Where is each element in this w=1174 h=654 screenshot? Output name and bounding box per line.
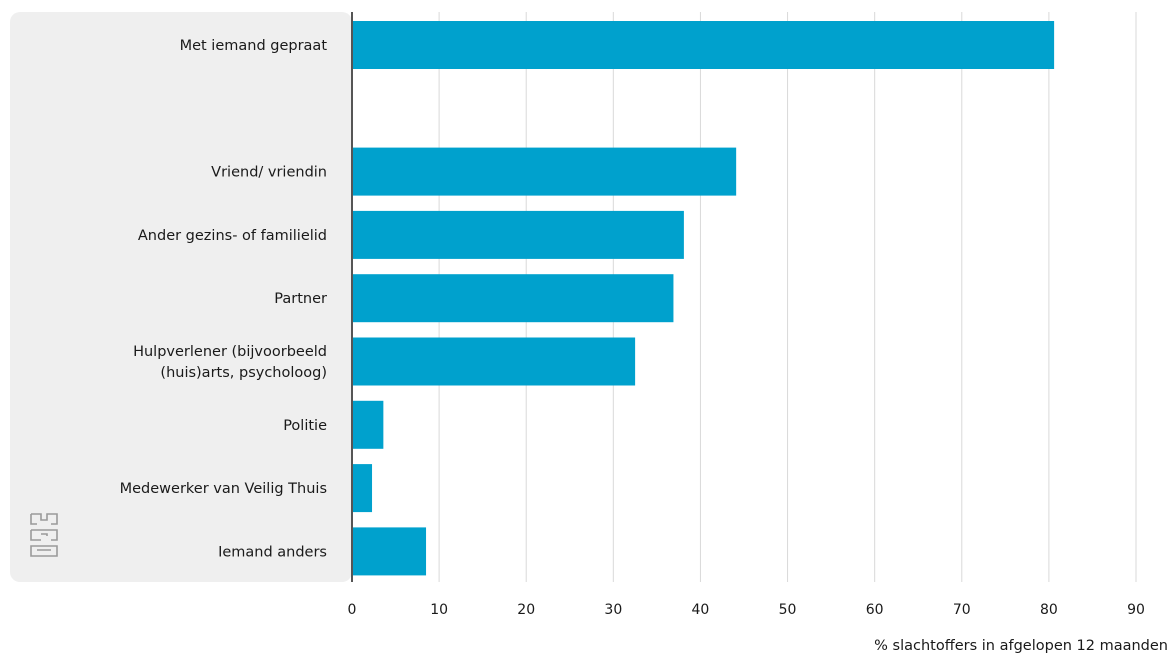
bar-0 <box>352 21 1055 69</box>
x-tick-label-30: 30 <box>604 602 622 618</box>
bar-5 <box>352 337 636 386</box>
bar-8 <box>352 527 427 576</box>
category-label-0: Met iemand gepraat <box>180 38 328 54</box>
category-label-7: Medewerker van Veilig Thuis <box>120 481 327 497</box>
cbs-logo-mark <box>30 513 58 557</box>
bar-6 <box>352 400 384 449</box>
x-tick-label-40: 40 <box>692 602 710 618</box>
x-tick-labels: 0 10 20 30 40 50 60 70 80 90 <box>348 602 1145 618</box>
label-panel <box>10 12 352 582</box>
category-label-5-line-0: Hulpverlener (bijvoorbeeld <box>133 344 327 360</box>
x-tick-label-50: 50 <box>779 602 797 618</box>
x-tick-label-90: 90 <box>1127 602 1145 618</box>
x-tick-label-0: 0 <box>348 602 357 618</box>
bar-4 <box>352 274 674 323</box>
x-tick-label-60: 60 <box>866 602 884 618</box>
x-tick-label-20: 20 <box>517 602 535 618</box>
x-tick-label-10: 10 <box>430 602 448 618</box>
category-label-6: Politie <box>283 418 327 434</box>
x-tick-label-80: 80 <box>1040 602 1058 618</box>
category-label-4: Partner <box>274 291 327 307</box>
cbs-logo <box>30 513 58 557</box>
category-label-5-line-1: (huis)arts, psycholoog) <box>160 365 327 381</box>
category-label-2: Vriend/ vriendin <box>211 165 327 181</box>
x-axis-title: % slachtoffers in afgelopen 12 maanden <box>874 638 1168 654</box>
bar-3 <box>352 210 684 259</box>
category-labels: Met iemand gepraat Vriend/ vriendin Ander … <box>120 38 328 560</box>
bar-2 <box>352 147 737 196</box>
category-label-8: Iemand anders <box>218 544 327 560</box>
x-tick-label-70: 70 <box>953 602 971 618</box>
bar-7 <box>352 464 373 513</box>
bars <box>352 21 1055 576</box>
category-label-3: Ander gezins- of familielid <box>138 228 327 244</box>
